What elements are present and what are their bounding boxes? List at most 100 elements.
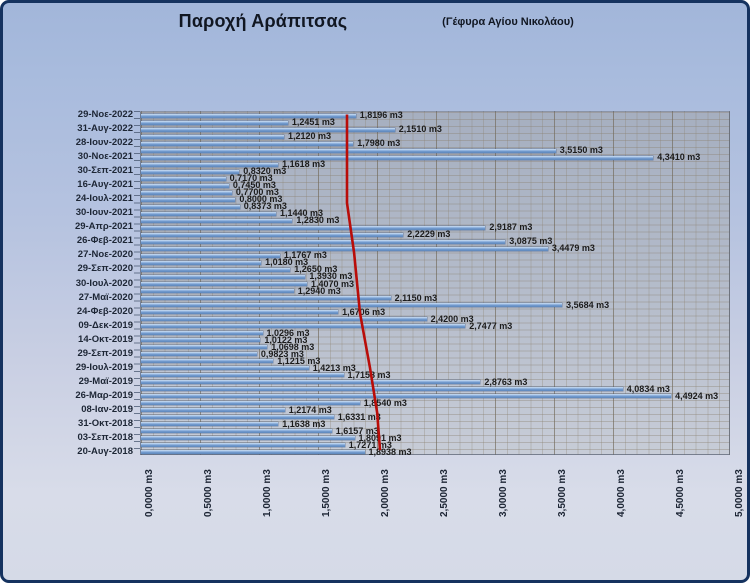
x-axis-tick-label: 2,5000 m3 <box>439 469 450 517</box>
bar <box>141 239 506 244</box>
y-axis-date-label: 24-Ιουλ-2021 <box>75 193 133 205</box>
bar <box>141 282 307 286</box>
bar-value-label: 1,2451 m3 <box>291 117 335 128</box>
bar <box>141 352 257 357</box>
bar <box>141 408 285 413</box>
y-axis-date-label: 30-Νοε-2021 <box>77 151 133 163</box>
bar <box>141 394 672 399</box>
y-axis-date-label: 29-Ιουλ-2019 <box>75 361 133 373</box>
bar-value-label: 1,6706 m3 <box>342 306 386 317</box>
x-axis-tick-label: 2,0000 m3 <box>380 469 391 517</box>
bar-value-label: 1,1638 m3 <box>282 418 326 429</box>
y-axis-date-label: 29-Σεπ-2020 <box>77 263 133 275</box>
bar <box>141 359 274 364</box>
bar <box>141 436 355 441</box>
bar <box>141 134 284 139</box>
bar-value-label: 3,0875 m3 <box>509 236 553 247</box>
bar <box>141 169 240 174</box>
bar-value-label: 1,2940 m3 <box>297 285 341 296</box>
bar-value-label: 1,4070 m3 <box>311 278 355 289</box>
bar-value-label: 1,0122 m3 <box>264 334 308 345</box>
bar <box>141 380 481 385</box>
bar-value-label: 1,3930 m3 <box>309 271 353 282</box>
plot-area: 1,8196 m3 1,2451 m3 2,1510 m3 1,2120 m3 1,79… <box>140 110 730 457</box>
bar-value-label: 1,8938 m3 <box>368 446 412 457</box>
bar-value-label: 1,2174 m3 <box>288 404 332 415</box>
y-axis-date-label: 08-Ιαν-2019 <box>81 403 133 415</box>
bar <box>141 324 466 329</box>
bar <box>141 190 232 195</box>
bar-value-label: 1,8196 m3 <box>359 110 403 121</box>
y-axis-date-label: 20-Αυγ-2018 <box>77 445 133 457</box>
y-axis-ticks <box>134 111 140 455</box>
bar-value-label: 1,8540 m3 <box>363 397 407 408</box>
bar <box>141 148 556 153</box>
bar <box>141 296 391 301</box>
bar-value-label: 4,3410 m3 <box>657 152 701 163</box>
bar-value-label: 2,8763 m3 <box>484 376 528 387</box>
bar-value-label: 0,8320 m3 <box>243 166 287 177</box>
bar <box>141 401 360 406</box>
y-axis-date-label: 27-Νοε-2020 <box>77 249 133 261</box>
bar <box>141 274 306 279</box>
y-axis-date-label: 29-Μαϊ-2019 <box>78 375 133 387</box>
bar <box>141 310 339 315</box>
bar-value-label: 1,0698 m3 <box>271 341 315 352</box>
y-axis-date-label: 26-Φεβ-2021 <box>76 235 133 247</box>
bar-value-label: 0,7450 m3 <box>232 180 276 191</box>
bar-value-label: 0,8373 m3 <box>243 201 287 212</box>
bar-value-label: 1,4213 m3 <box>312 362 356 373</box>
bar <box>141 429 332 434</box>
bar-value-label: 2,4200 m3 <box>430 313 474 324</box>
bar <box>141 113 356 118</box>
bar-value-label: 1,1440 m3 <box>280 208 324 219</box>
bar-value-label: 1,1767 m3 <box>283 250 327 261</box>
bar <box>141 204 240 209</box>
bar-value-label: 0,8000 m3 <box>239 194 283 205</box>
y-axis-date-label: 29-Νοε-2022 <box>77 109 133 120</box>
bar <box>141 338 261 343</box>
y-axis-date-label: 30-Σεπ-2021 <box>77 165 133 177</box>
bar-value-label: 4,4924 m3 <box>675 390 719 401</box>
bar <box>141 415 334 420</box>
y-axis-date-label: 30-Ιουλ-2020 <box>75 277 133 289</box>
bar-value-label: 2,7477 m3 <box>469 320 513 331</box>
y-axis-date-label: 16-Αυγ-2021 <box>77 179 133 191</box>
bar <box>141 373 344 378</box>
bar <box>141 246 548 251</box>
bar <box>141 289 294 294</box>
bar-value-label: 1,0296 m3 <box>266 327 310 338</box>
x-axis-tick-label: 3,5000 m3 <box>557 469 568 517</box>
x-axis-tick-label: 0,0000 m3 <box>144 469 155 517</box>
bar-value-label: 1,2650 m3 <box>294 264 338 275</box>
x-axis-tick-label: 0,5000 m3 <box>203 469 214 517</box>
bar-value-label: 0,7700 m3 <box>235 187 279 198</box>
bar-value-label: 2,1510 m3 <box>398 124 442 135</box>
y-axis-date-label: 30-Ιουν-2021 <box>75 207 133 219</box>
bar-value-label: 2,2229 m3 <box>407 229 451 240</box>
bar-value-label: 3,5150 m3 <box>559 145 603 156</box>
y-axis-date-label: 31-Αυγ-2022 <box>77 123 133 135</box>
bar-value-label: 3,5684 m3 <box>566 299 610 310</box>
bar <box>141 120 288 125</box>
bar <box>141 225 486 230</box>
bar-value-label: 1,0180 m3 <box>265 257 309 268</box>
bar-value-label: 1,7980 m3 <box>357 138 401 149</box>
y-axis-date-label: 14-Οκτ-2019 <box>78 333 133 345</box>
bar-value-label: 1,1215 m3 <box>277 355 321 366</box>
bar <box>141 387 623 392</box>
bar-value-label: 1,7158 m3 <box>347 369 391 380</box>
bar <box>141 366 309 371</box>
bar <box>141 162 279 167</box>
bar-value-label: 1,2120 m3 <box>288 131 332 142</box>
chart-title: Παροχή Αράπιτσας <box>178 11 348 31</box>
y-axis-date-label: 29-Σεπ-2019 <box>77 347 133 359</box>
chart-subtitle: (Γέφυρα Αγίου Νικολάου) <box>442 16 574 28</box>
x-axis-tick-label: 5,0000 m3 <box>734 469 745 517</box>
bar-value-label: 1,6331 m3 <box>337 411 381 422</box>
y-axis-date-label: 28-Ιουν-2022 <box>75 137 133 149</box>
bar-value-label: 2,1150 m3 <box>394 292 438 303</box>
bar <box>141 141 354 146</box>
bar <box>141 422 279 427</box>
